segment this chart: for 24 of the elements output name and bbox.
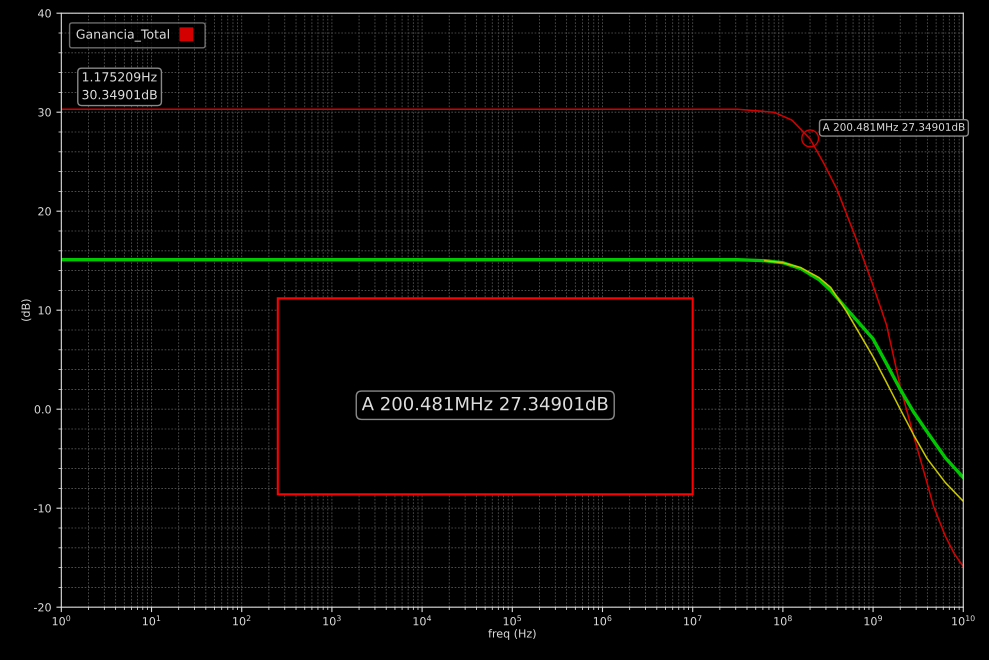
x-tick-label: 10$^{9}$ (864, 615, 882, 626)
annotation: A 200.481MHz 27.34901dB (362, 396, 608, 410)
annotation: A 200.481MHz 27.34901dB (822, 122, 964, 131)
y-tick-label: -20 (34, 603, 51, 612)
x-tick-label: 10$^{1}$ (142, 615, 160, 626)
y-tick-label: 30 (38, 108, 51, 117)
y-tick-label: -10 (34, 504, 51, 513)
x-tick-label: 10$^{0}$ (52, 615, 70, 626)
x-tick-label: 10$^{2}$ (233, 615, 250, 626)
x-tick-label: 10$^{8}$ (774, 615, 792, 626)
x-tick-label: 10$^{7}$ (684, 615, 702, 626)
y-tick-label: 40 (38, 9, 51, 18)
annotation: 1.175209Hz 30.34901dB (82, 72, 157, 100)
x-tick-label: 10$^{3}$ (323, 615, 341, 626)
x-tick-label: 10$^{10}$ (952, 615, 975, 626)
legend-label: Ganancia_Total (76, 29, 169, 42)
y-tick-label: 20 (38, 207, 51, 216)
y-tick-label: 10 (38, 306, 51, 315)
y-tick-label: 0.0 (34, 405, 51, 414)
x-tick-label: 10$^{4}$ (414, 615, 432, 626)
y-axis-title: (dB) (21, 299, 32, 321)
x-tick-label: 10$^{6}$ (594, 615, 612, 626)
x-tick-label: 10$^{5}$ (504, 615, 522, 626)
x-axis-title: freq (Hz) (488, 629, 536, 640)
